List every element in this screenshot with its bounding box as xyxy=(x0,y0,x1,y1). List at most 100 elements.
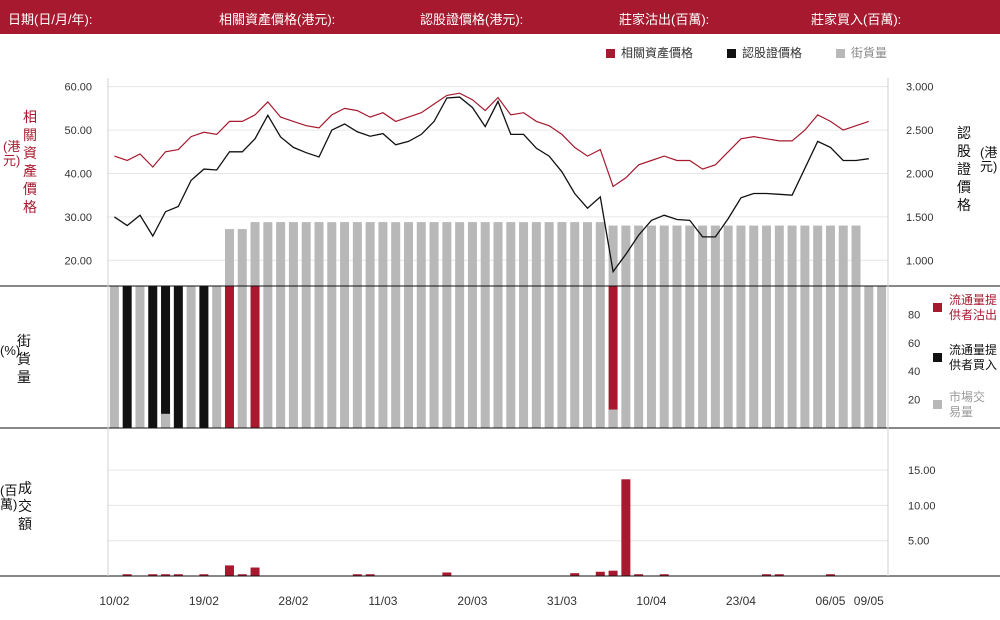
legend-underlying: 相關資產價格 xyxy=(606,44,693,61)
mid-tick-label: 60 xyxy=(908,338,920,350)
mid-bar xyxy=(608,286,618,428)
outstanding-bar xyxy=(583,222,593,286)
legend-warrant-swatch xyxy=(727,49,736,58)
left-tick-label: 40.00 xyxy=(64,168,92,180)
bottom-tick-label: 15.00 xyxy=(908,465,936,477)
legend-warrant: 認股證價格 xyxy=(727,44,802,61)
turnover-bar xyxy=(774,574,784,576)
mid-bar xyxy=(813,286,823,428)
turnover-bar xyxy=(659,574,669,576)
outstanding-bar xyxy=(455,222,465,286)
mid-bar xyxy=(288,286,298,428)
outstanding-bar xyxy=(403,222,413,286)
outstanding-bar xyxy=(774,225,784,286)
outstanding-bar xyxy=(851,225,861,286)
mid-bar xyxy=(365,286,375,428)
mid-axis-title: 街貨量 xyxy=(17,333,31,385)
bottom-tick-label: 10.00 xyxy=(908,500,936,512)
turnover-bar xyxy=(621,479,631,576)
left-tick-label: 60.00 xyxy=(64,82,92,94)
outstanding-bar xyxy=(327,222,337,286)
warrant-price-label: 認股證價格(港元): xyxy=(420,12,524,27)
mid-bar xyxy=(557,286,567,428)
bottom-tick-label: 5.00 xyxy=(908,536,929,548)
warrant-price-line xyxy=(114,96,869,274)
underlying-price-label: 相關資產價格(港元): xyxy=(219,12,336,27)
outstanding-bar xyxy=(506,222,516,286)
legend-outstanding: 街貨量 xyxy=(836,44,887,61)
left-tick-label: 20.00 xyxy=(64,255,92,267)
outstanding-bar xyxy=(646,225,656,286)
outstanding-bar xyxy=(800,225,810,286)
market-maker-sold-label: 莊家沽出(百萬): xyxy=(619,12,710,27)
turnover-bar xyxy=(825,574,835,576)
mid-bar xyxy=(531,286,541,428)
mid-bar xyxy=(480,286,490,428)
outstanding-bar xyxy=(595,222,605,286)
legend-outstanding-text: 街貨量 xyxy=(851,46,888,60)
mid-bar xyxy=(403,286,413,428)
outstanding-bar xyxy=(659,225,669,286)
right-tick-label: 2.500 xyxy=(906,125,934,137)
turnover-bar xyxy=(634,574,644,576)
outstanding-bar xyxy=(813,225,823,286)
x-tick-label: 31/03 xyxy=(547,594,577,608)
legend-underlying-text: 相關資產價格 xyxy=(621,46,694,60)
mid-bar xyxy=(186,286,196,428)
outstanding-bar xyxy=(621,225,631,286)
mid-bar xyxy=(570,286,580,428)
mid-bar xyxy=(774,286,784,428)
mid-bar xyxy=(646,286,656,428)
x-tick-label: 06/05 xyxy=(815,594,845,608)
outstanding-bar xyxy=(749,225,759,286)
mid-bar xyxy=(416,286,426,428)
mid-bar xyxy=(762,286,772,428)
outstanding-bar xyxy=(340,222,350,286)
legend-lp-buy-text: 流通量提供者買入 xyxy=(949,343,998,372)
mid-bar xyxy=(455,286,465,428)
mid-bar xyxy=(199,286,209,428)
turnover-bar xyxy=(148,574,158,576)
mid-bar xyxy=(736,286,746,428)
outstanding-bar xyxy=(557,222,567,286)
turnover-bar xyxy=(161,574,171,576)
turnover-bar xyxy=(250,567,260,576)
legend-market-swatch xyxy=(933,400,942,409)
mid-bar xyxy=(301,286,311,428)
outstanding-bar xyxy=(672,225,682,286)
mid-bar xyxy=(161,286,171,428)
mid-bar xyxy=(135,286,145,428)
outstanding-bar xyxy=(378,222,388,286)
mid-bar xyxy=(659,286,669,428)
outstanding-bar xyxy=(762,225,772,286)
mid-bar xyxy=(237,286,247,428)
header-bar: 日期(日/月/年): 相關資產價格(港元): 認股證價格(港元): 莊家沽出(百… xyxy=(0,0,1000,34)
mid-bar xyxy=(838,286,848,428)
legend-lp-buy-swatch xyxy=(933,353,942,362)
right-tick-label: 1.000 xyxy=(906,255,934,267)
date-label: 日期(日/月/年): xyxy=(8,12,93,27)
legend-warrant-text: 認股證價格 xyxy=(742,46,803,60)
turnover-bar xyxy=(608,570,618,576)
x-tick-label: 23/04 xyxy=(726,594,756,608)
mid-bar xyxy=(467,286,477,428)
outstanding-bar xyxy=(301,222,311,286)
x-tick-label: 19/02 xyxy=(189,594,219,608)
mid-bar xyxy=(493,286,503,428)
right-tick-label: 1.500 xyxy=(906,212,934,224)
turnover-bar xyxy=(762,574,772,576)
outstanding-bar xyxy=(263,222,273,286)
outstanding-bar xyxy=(723,225,733,286)
legend-underlying-swatch xyxy=(606,49,615,58)
x-tick-label: 10/02 xyxy=(99,594,129,608)
mid-bar xyxy=(877,286,887,428)
outstanding-bar xyxy=(825,225,835,286)
mid-bar-tail xyxy=(608,409,618,428)
outstanding-bar xyxy=(314,222,324,286)
mid-bar xyxy=(851,286,861,428)
turnover-bar xyxy=(122,574,132,576)
outstanding-bar xyxy=(276,222,286,286)
mid-bar xyxy=(276,286,286,428)
mid-bar xyxy=(685,286,695,428)
mid-tick-label: 80 xyxy=(908,309,920,321)
